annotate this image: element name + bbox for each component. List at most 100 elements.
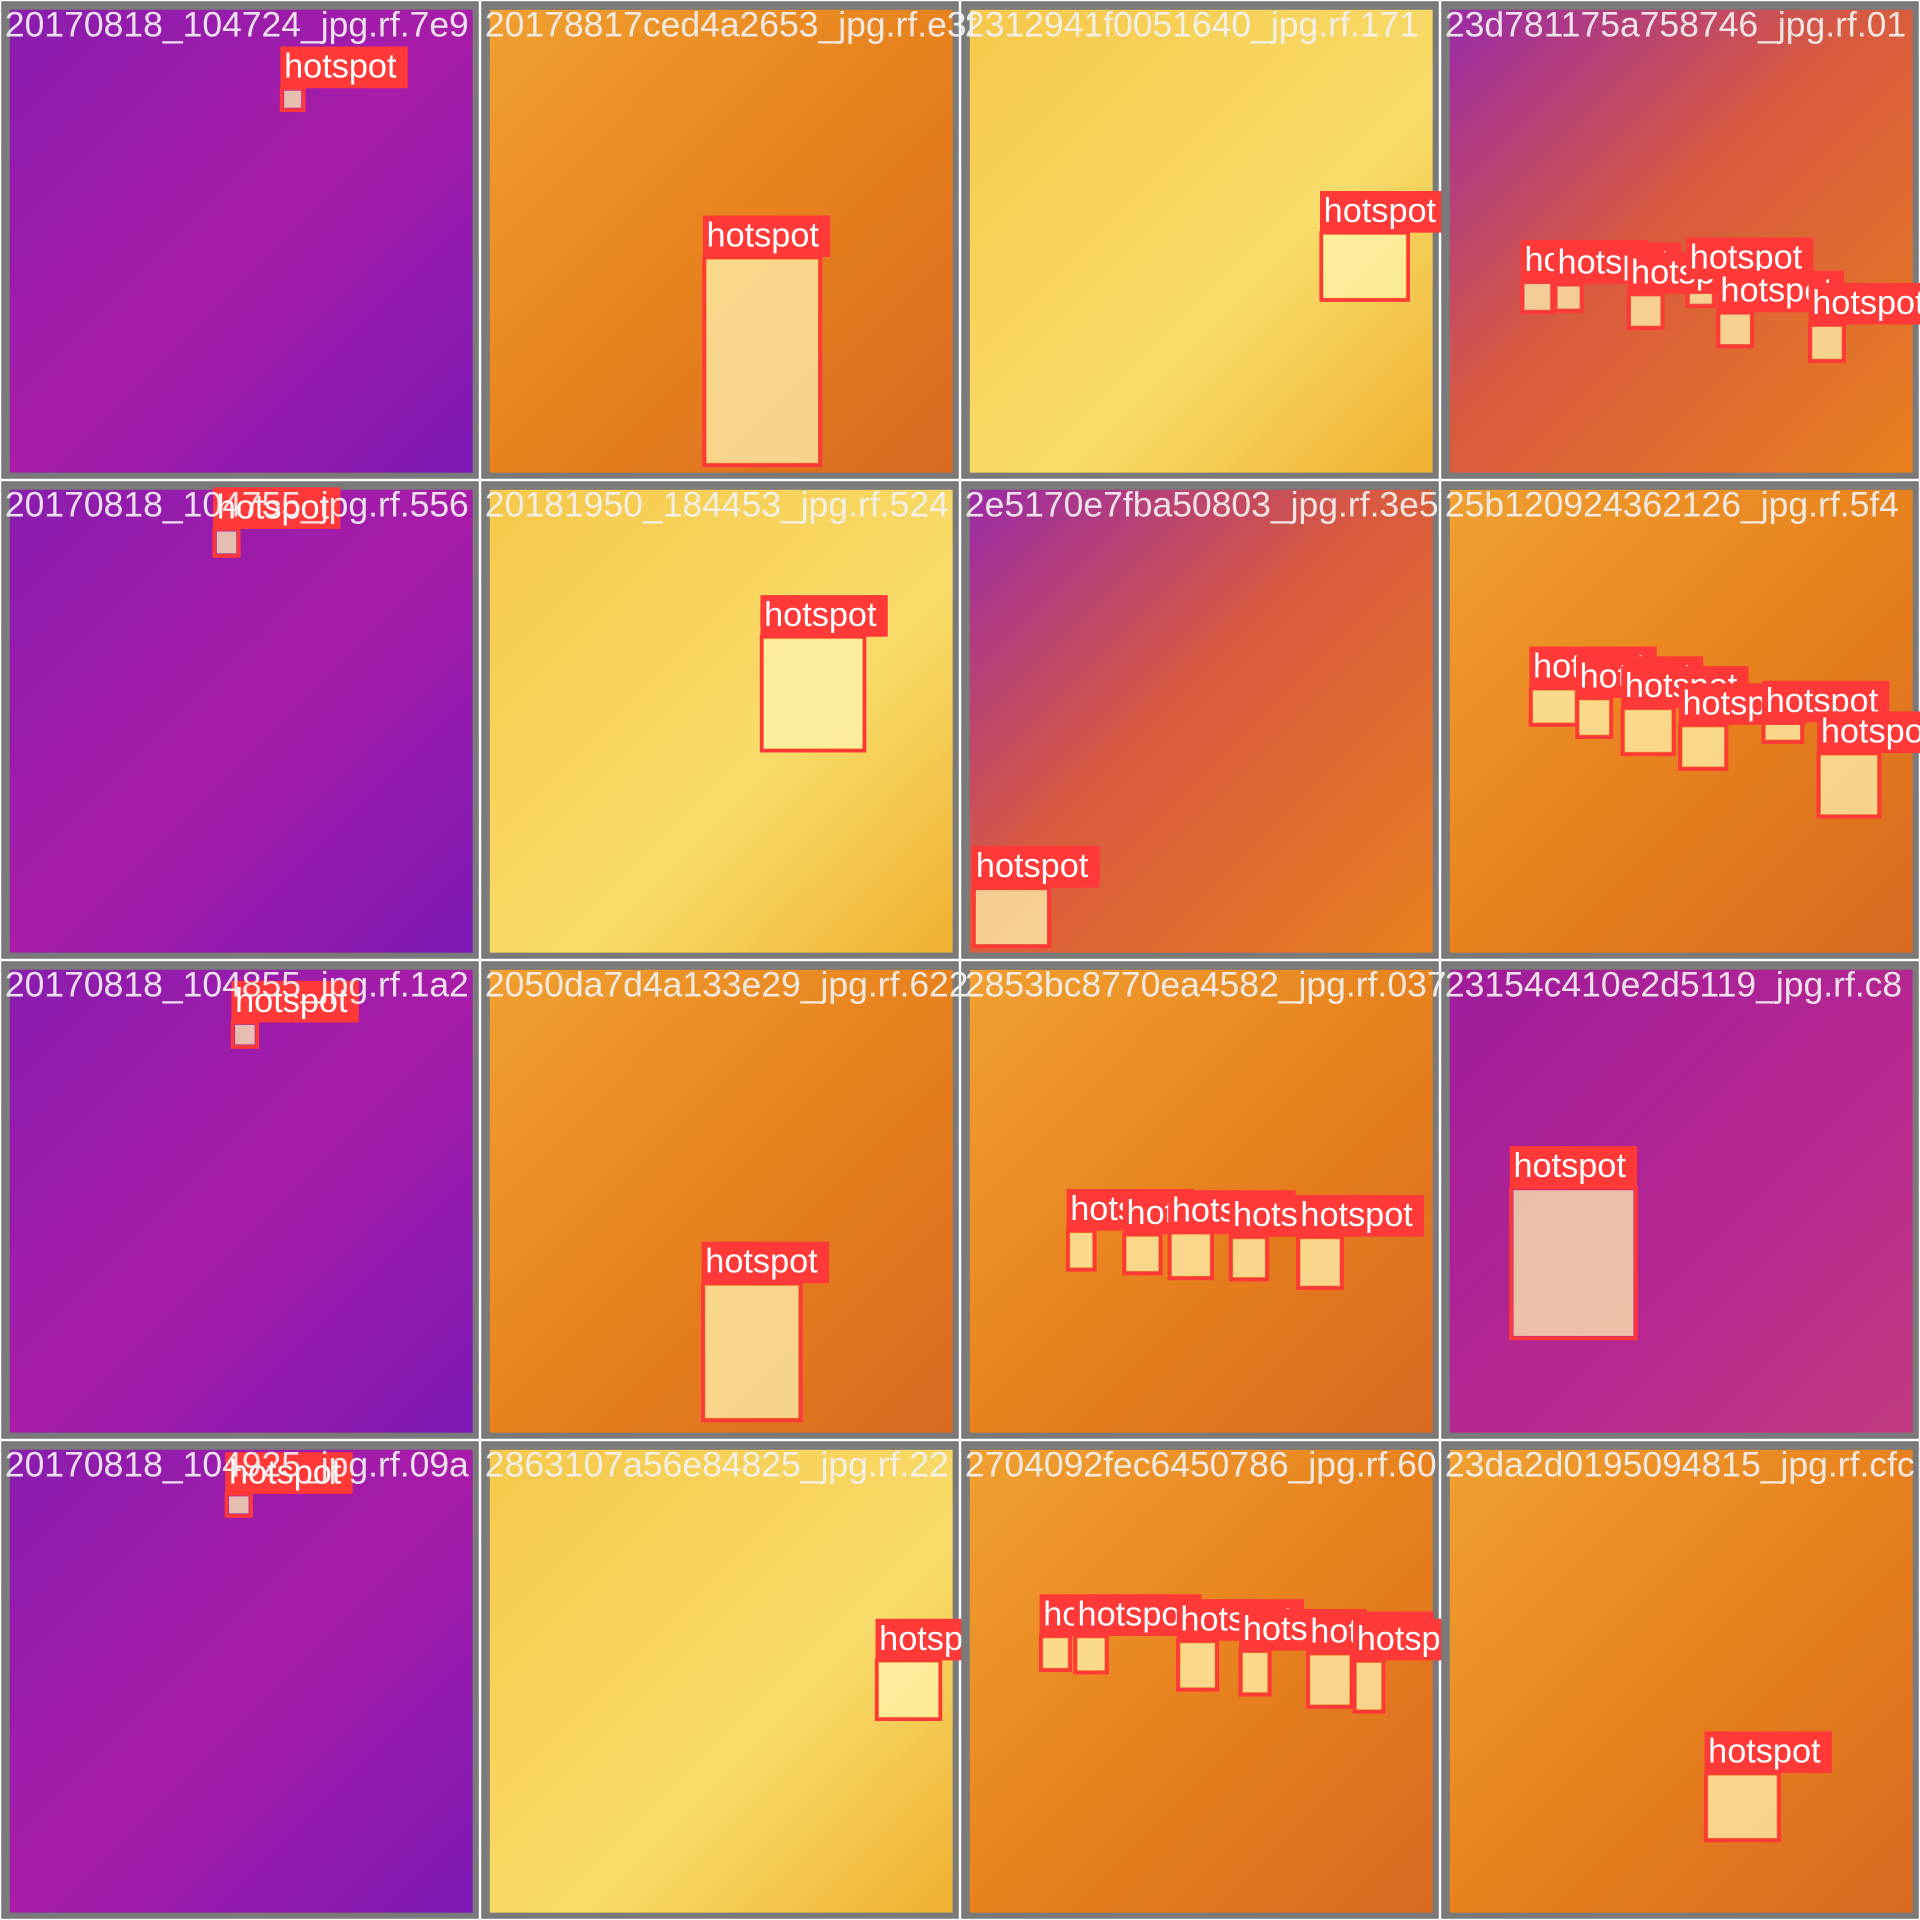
box-label-bg [1509, 1146, 1638, 1188]
hotspot-glow [706, 259, 818, 463]
tile: hotspothotspothotspothotspothotspothotsp… [961, 1441, 1481, 1919]
hotspot-glow [1720, 314, 1750, 345]
box-label-bg [231, 980, 359, 1023]
hotspot-glow [1070, 1233, 1093, 1268]
file-name: 20178817ced4a2653_jpg.rf.e3f [485, 4, 977, 44]
tile: hotspothotspothotspothotspothotspothotsp… [1441, 1, 1920, 479]
hotspot-glow [1624, 710, 1672, 752]
box-label: hotspot [1513, 1147, 1626, 1185]
file-name: 2e5170e7fba50803_jpg.rf.3e5 [965, 484, 1439, 524]
hotspot-glow [1765, 724, 1800, 740]
hotspot-glow [1300, 1239, 1340, 1286]
tile: hotspot [1441, 961, 1919, 1439]
hotspot-glow [879, 1662, 938, 1717]
box-label: hotspot [764, 596, 877, 634]
box-label-bg [972, 846, 1100, 888]
box-label-bg [1704, 1731, 1832, 1774]
box-label: hotspot [284, 48, 397, 86]
box-label: hotspot [235, 982, 348, 1020]
tile: hotspot [1, 961, 479, 1439]
box-label: hotspot [217, 488, 330, 526]
hotspot-glow [1708, 1775, 1777, 1838]
bounding-box [212, 527, 241, 558]
tile: hotspot [1, 1441, 479, 1919]
tile: hotspot [481, 1441, 1003, 1919]
box-label: hotspot [705, 1243, 818, 1281]
file-name: 20170818_104724_jpg.rf.7e9 [5, 4, 469, 44]
thermal-image [1449, 1449, 1913, 1913]
hotspot-glow [1242, 1653, 1268, 1693]
box-label-bg [213, 487, 341, 529]
box-label: hotspot [976, 847, 1089, 885]
file-name: 20181950_184453_jpg.rf.524 [485, 484, 949, 524]
box-label: hotspot [1821, 713, 1920, 751]
bounding-box [1626, 292, 1665, 330]
hotspot-glow [1557, 286, 1580, 309]
hotspot-glow [1310, 1655, 1350, 1705]
box-label-bg [1808, 282, 1920, 325]
hotspot-glow [1579, 700, 1609, 735]
box-label: hotspot [229, 1453, 342, 1491]
hotspot-glow [216, 531, 237, 554]
box-label-bg [1320, 191, 1448, 233]
tile: hotspothotspothotspothotspothotspothotsp… [1441, 481, 1920, 959]
box-label: hotspot [1324, 192, 1437, 230]
box-label: hotspot [1812, 284, 1920, 322]
box-label-bg [1296, 1195, 1425, 1237]
file-name: 20170818_104755_jpg.rf.556 [5, 484, 469, 524]
hotspot-glow [1043, 1638, 1068, 1668]
bounding-box [1296, 1234, 1344, 1290]
hotspot-glow [1077, 1638, 1105, 1671]
file-name: 2863107a56e84825_jpg.rf.22 [485, 1444, 949, 1484]
thermal-image [9, 489, 473, 953]
hotspot-glow [705, 1285, 799, 1418]
file-name: 20170818_104855_jpg.rf.1a2 [5, 964, 469, 1004]
file-name: 20170818_104925_jpg.rf.09a [5, 1444, 469, 1484]
file-name: 23d781175a758746_jpg.rf.01 [1445, 4, 1906, 44]
tile: hotspot [1, 1, 479, 479]
box-label: hotspot [1708, 1733, 1821, 1771]
hotspot-glow [228, 1496, 249, 1514]
tile: hotspot [481, 1, 959, 479]
thermal-image [9, 1449, 473, 1913]
box-label-bg [1817, 711, 1920, 754]
hotspot-glow [1356, 1662, 1382, 1710]
file-name: 23154c410e2d5119_jpg.rf.c8 [1445, 964, 1902, 1004]
tile: hotspot [1, 481, 479, 959]
file-name: 23da2d0195094815_jpg.rf.cfc [1445, 1444, 1915, 1484]
hotspot-glow [1513, 1190, 1634, 1336]
thermal-image [489, 489, 953, 953]
hotspot-glow [1233, 1239, 1265, 1278]
hotspot-glow [1180, 1643, 1215, 1688]
hotspot-glow [1812, 326, 1842, 359]
tile: hotspot [481, 481, 959, 959]
thermal-image [1449, 9, 1913, 473]
box-label-bg [701, 1241, 829, 1284]
box-label: hotspot [1078, 1595, 1191, 1633]
tile: hotspot [481, 961, 959, 1439]
hotspot-glow [1533, 690, 1575, 723]
hotspot-glow [1682, 727, 1725, 767]
box-label: hotspot [707, 217, 820, 255]
bounding-box [1228, 1234, 1270, 1282]
box-label: hotspot [1690, 239, 1803, 277]
tile: hotspot [961, 1, 1448, 479]
hotspot-glow [1820, 755, 1878, 815]
hotspot-glow [1524, 284, 1551, 310]
hotspot-glow [764, 639, 863, 749]
file-name: 2704092fec6450786_jpg.rf.60 [965, 1444, 1437, 1484]
box-label: hotspot [1300, 1196, 1413, 1234]
hotspot-glow [284, 90, 302, 108]
bounding-box [1122, 1232, 1163, 1276]
hotspot-glow [1631, 296, 1661, 326]
hotspot-glow [1323, 235, 1406, 298]
hotspot-glow [235, 1024, 255, 1045]
hotspot-glow [975, 890, 1047, 945]
hotspot-glow [1126, 1236, 1159, 1272]
file-name: 2312941f0051640_jpg.rf.171 [965, 4, 1419, 44]
file-name: 25b120924362126_jpg.rf.5f4 [1445, 484, 1899, 524]
hotspot-glow [1171, 1234, 1210, 1276]
